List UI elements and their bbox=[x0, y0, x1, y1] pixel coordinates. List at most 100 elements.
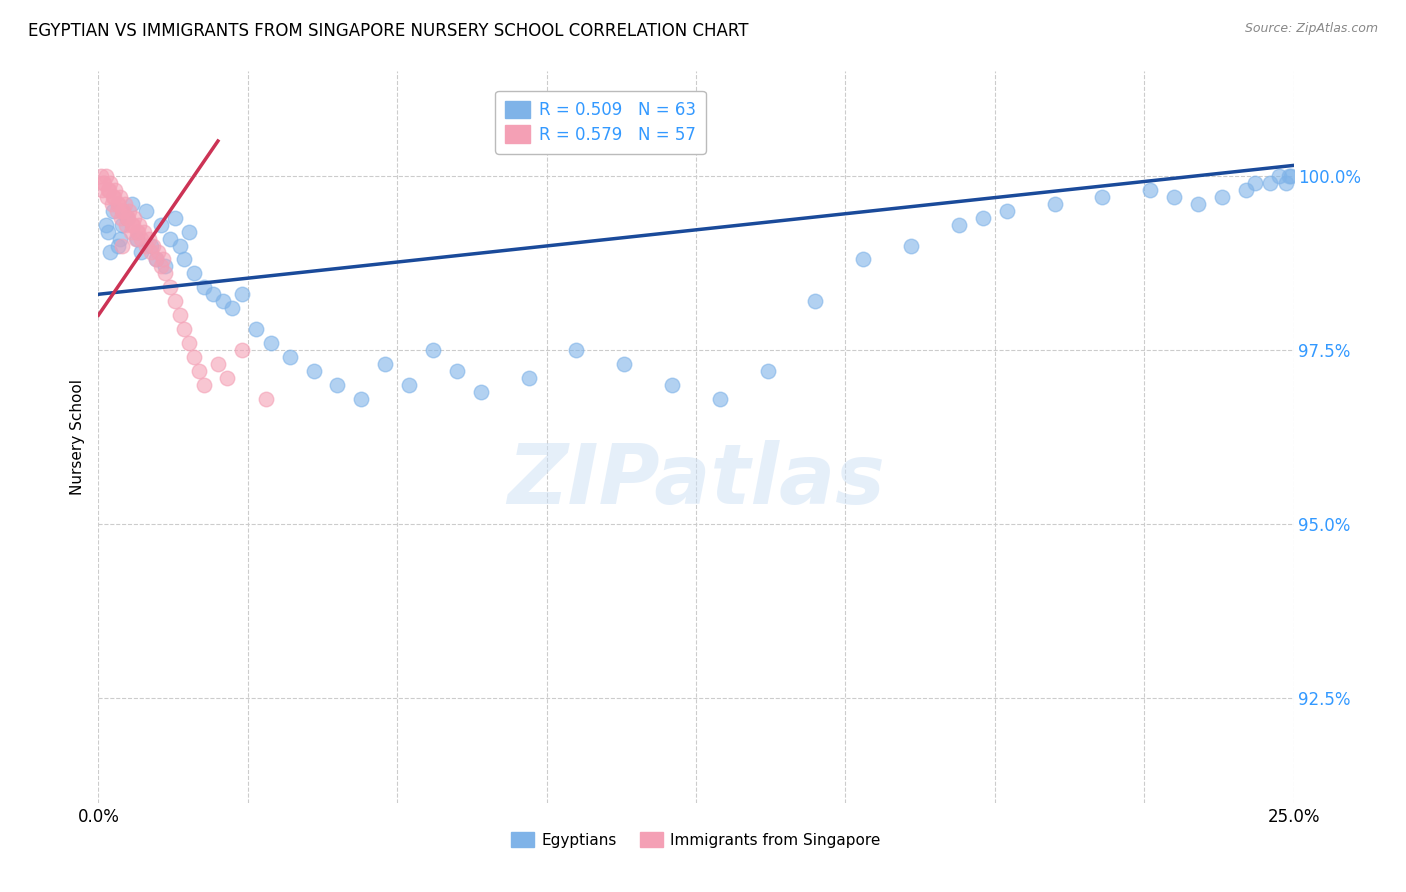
Point bbox=[145, 252, 167, 267]
Point bbox=[120, 225, 142, 239]
Point bbox=[179, 225, 201, 239]
Point bbox=[155, 260, 177, 274]
Point bbox=[613, 357, 636, 371]
Point bbox=[169, 238, 191, 252]
Point bbox=[94, 218, 117, 232]
Point bbox=[302, 364, 325, 378]
Point bbox=[111, 218, 134, 232]
Point bbox=[101, 190, 124, 204]
Point bbox=[108, 190, 131, 204]
Point bbox=[97, 183, 120, 197]
Point bbox=[107, 196, 129, 211]
Point bbox=[135, 238, 157, 252]
Point bbox=[470, 384, 492, 399]
Point bbox=[111, 203, 134, 218]
Point bbox=[108, 231, 131, 245]
Point bbox=[115, 218, 138, 232]
Point bbox=[111, 238, 134, 252]
Point bbox=[115, 211, 138, 225]
Point bbox=[118, 203, 141, 218]
Point bbox=[110, 211, 132, 225]
Point bbox=[103, 190, 125, 204]
Point bbox=[254, 392, 277, 406]
Point bbox=[91, 183, 114, 197]
Point bbox=[105, 203, 128, 218]
Point bbox=[121, 196, 143, 211]
Point bbox=[948, 218, 970, 232]
Point bbox=[135, 203, 157, 218]
Point bbox=[193, 280, 215, 294]
Point bbox=[112, 203, 135, 218]
Point bbox=[350, 392, 373, 406]
Point bbox=[173, 252, 195, 267]
Point bbox=[995, 203, 1018, 218]
Point bbox=[114, 196, 136, 211]
Point bbox=[1187, 196, 1209, 211]
Point bbox=[98, 245, 122, 260]
Point bbox=[152, 252, 174, 267]
Point bbox=[101, 196, 124, 211]
Point bbox=[159, 280, 181, 294]
Point bbox=[804, 294, 827, 309]
Point bbox=[169, 308, 191, 322]
Point bbox=[128, 218, 150, 232]
Point bbox=[125, 231, 148, 245]
Point bbox=[422, 343, 444, 357]
Point bbox=[709, 392, 731, 406]
Point bbox=[183, 350, 205, 364]
Point bbox=[179, 336, 201, 351]
Point bbox=[517, 371, 540, 385]
Point bbox=[117, 211, 139, 225]
Point bbox=[756, 364, 779, 378]
Point bbox=[207, 357, 229, 371]
Point bbox=[1244, 176, 1267, 190]
Point bbox=[326, 377, 349, 392]
Point bbox=[124, 211, 146, 225]
Point bbox=[149, 218, 172, 232]
Point bbox=[183, 266, 205, 280]
Point bbox=[155, 266, 177, 280]
Point bbox=[565, 343, 588, 357]
Point bbox=[1278, 169, 1301, 183]
Point bbox=[1268, 169, 1291, 183]
Point bbox=[1279, 169, 1302, 183]
Point bbox=[193, 377, 215, 392]
Point bbox=[139, 245, 162, 260]
Point bbox=[1211, 190, 1233, 204]
Point bbox=[101, 203, 124, 218]
Point bbox=[202, 287, 225, 301]
Point bbox=[900, 238, 922, 252]
Point bbox=[138, 231, 160, 245]
Point bbox=[96, 190, 118, 204]
Point bbox=[148, 245, 170, 260]
Point bbox=[139, 238, 162, 252]
Point bbox=[125, 225, 148, 239]
Point bbox=[98, 176, 122, 190]
Point bbox=[1275, 176, 1298, 190]
Text: Source: ZipAtlas.com: Source: ZipAtlas.com bbox=[1244, 22, 1378, 36]
Point bbox=[127, 225, 149, 239]
Y-axis label: Nursery School: Nursery School bbox=[69, 379, 84, 495]
Point bbox=[121, 218, 143, 232]
Point bbox=[173, 322, 195, 336]
Point bbox=[125, 231, 148, 245]
Point bbox=[104, 183, 127, 197]
Text: ZIPatlas: ZIPatlas bbox=[508, 441, 884, 522]
Point bbox=[131, 231, 153, 245]
Point bbox=[972, 211, 994, 225]
Point bbox=[446, 364, 468, 378]
Point bbox=[1258, 176, 1281, 190]
Point bbox=[211, 294, 233, 309]
Point bbox=[107, 196, 129, 211]
Point bbox=[163, 211, 186, 225]
Point bbox=[1139, 183, 1161, 197]
Point bbox=[1163, 190, 1185, 204]
Point bbox=[259, 336, 281, 351]
Point bbox=[97, 225, 120, 239]
Point bbox=[159, 231, 181, 245]
Point bbox=[90, 169, 112, 183]
Point bbox=[115, 211, 138, 225]
Point bbox=[1091, 190, 1114, 204]
Point bbox=[163, 294, 186, 309]
Legend: Egyptians, Immigrants from Singapore: Egyptians, Immigrants from Singapore bbox=[505, 825, 887, 854]
